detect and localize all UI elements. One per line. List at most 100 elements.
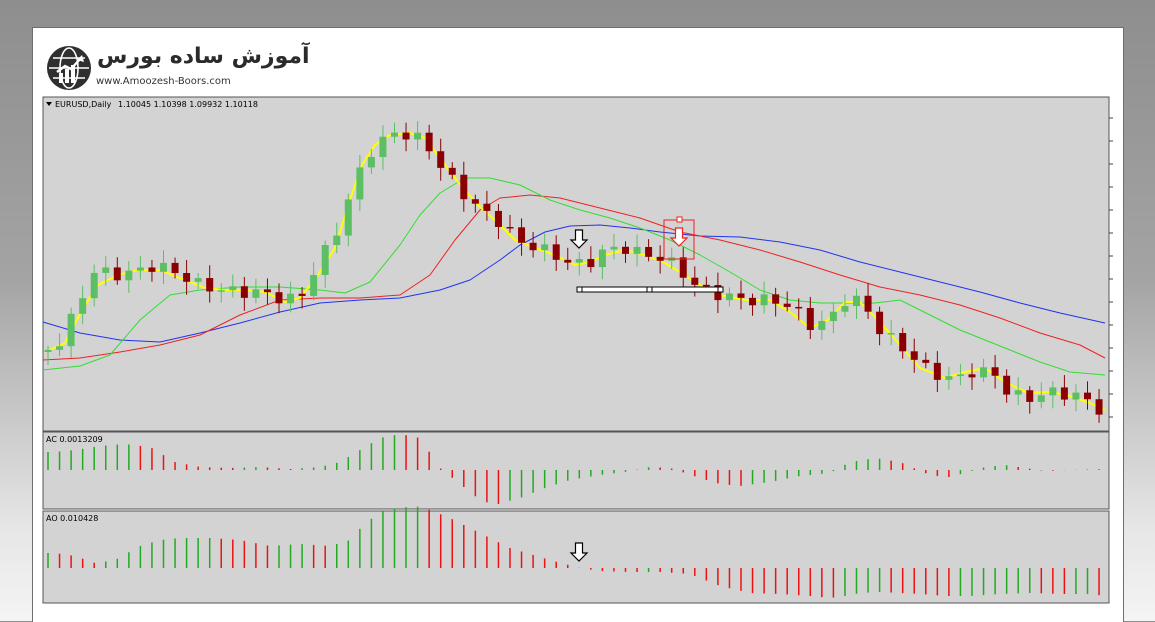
candle-body [217, 290, 225, 292]
range-bar-handle-left [576, 286, 583, 293]
candle-body [206, 278, 214, 292]
candle-body [795, 306, 803, 309]
highlight-box-handle [676, 216, 683, 223]
candle-body [160, 262, 167, 272]
range-bar-handle-mid [646, 286, 653, 293]
candle-body [44, 349, 52, 352]
candle-body [702, 284, 710, 287]
candle-body [991, 367, 999, 376]
candle-body [622, 246, 629, 254]
candle-body [252, 289, 260, 298]
candle-body [1084, 392, 1091, 400]
candle-body [414, 132, 422, 140]
candle-body [356, 167, 364, 200]
candle-body [263, 289, 271, 293]
candle-body [367, 157, 375, 168]
candle-body [90, 272, 98, 299]
candle-body [1014, 390, 1022, 395]
brand-logo[interactable]: آموزش ساده بورس www.Amoozesh-Boors.com [47, 44, 310, 92]
candle-body [783, 303, 791, 307]
candle-body [183, 273, 191, 282]
candle-body [102, 267, 110, 273]
candle-body [829, 311, 837, 322]
ma-blue-line [42, 224, 1106, 343]
candle-body [633, 246, 641, 254]
candle-body [275, 292, 283, 304]
price-scale-ticks [1109, 117, 1113, 418]
candle-body [714, 285, 722, 301]
candle-body [506, 226, 514, 229]
ma-red-line [42, 194, 1106, 361]
candle-body [310, 274, 318, 296]
candle-body [518, 227, 526, 243]
ac-title: AC 0.0013209 [46, 435, 103, 444]
candle-body [379, 136, 387, 158]
candle-body [887, 333, 895, 335]
candle-body [760, 294, 768, 306]
candle-body [148, 267, 156, 272]
candle-body [945, 376, 953, 380]
candle-body [402, 132, 410, 140]
brand-website-url: www.Amoozesh-Boors.com [96, 76, 231, 87]
range-bar-handle-right [717, 286, 724, 293]
candle-body [853, 295, 860, 307]
candle-body [287, 293, 295, 304]
candle-body [610, 246, 618, 250]
candle-body [194, 278, 202, 282]
candle-body [841, 306, 849, 312]
candle-body [333, 235, 341, 246]
candle-body [125, 270, 133, 281]
candle-body [956, 374, 964, 377]
candle-body [575, 259, 583, 263]
candle-body [344, 199, 352, 236]
ac-histogram [47, 435, 1100, 504]
candle-body [67, 313, 75, 347]
candle-body [425, 132, 433, 152]
candle-body [806, 307, 814, 330]
candle-body [1037, 395, 1045, 402]
candle-body [922, 359, 930, 363]
candle-body [321, 245, 329, 275]
candle-body [391, 132, 398, 137]
candle-body [968, 374, 976, 378]
candle-body [1060, 387, 1068, 400]
candle-body [864, 295, 872, 312]
candle-body [460, 174, 468, 200]
candle-body [598, 249, 606, 268]
candle-body [471, 199, 479, 204]
candle-body [933, 362, 941, 380]
candle-body [899, 333, 907, 352]
ohlc-values: 1.10045 1.10398 1.09932 1.10118 [118, 100, 258, 109]
candle-body [541, 244, 549, 251]
candle-body [749, 297, 757, 306]
candle-body [448, 167, 456, 175]
candle-body [818, 321, 826, 330]
candle-body [691, 277, 699, 285]
candle-body [483, 203, 491, 211]
candle-body [113, 267, 121, 281]
symbol-title: EURUSD,Daily [55, 100, 112, 109]
candle-body [298, 293, 306, 296]
ac-panel [42, 431, 1110, 510]
candle-body [876, 311, 884, 335]
candle-body [587, 259, 595, 268]
candle-body [772, 294, 780, 304]
candle-body [437, 151, 445, 168]
candle-body [529, 242, 537, 251]
candle-body [564, 259, 572, 263]
candlesticks [44, 121, 1103, 423]
chart-menu-triangle-icon[interactable] [46, 102, 52, 106]
ao-down-arrow-icon [569, 542, 589, 562]
candle-body [656, 256, 664, 261]
ao-title: AO 0.010428 [46, 514, 98, 523]
candle-body [1026, 390, 1034, 402]
candle-body [229, 286, 237, 291]
candle-body [737, 293, 745, 298]
annotations [569, 216, 724, 293]
candle-body [980, 367, 988, 378]
candle-body [494, 210, 502, 227]
red-down-arrow-icon [669, 227, 689, 247]
brand-name-persian: آموزش ساده بورس [97, 44, 310, 69]
candle-body [79, 298, 87, 314]
